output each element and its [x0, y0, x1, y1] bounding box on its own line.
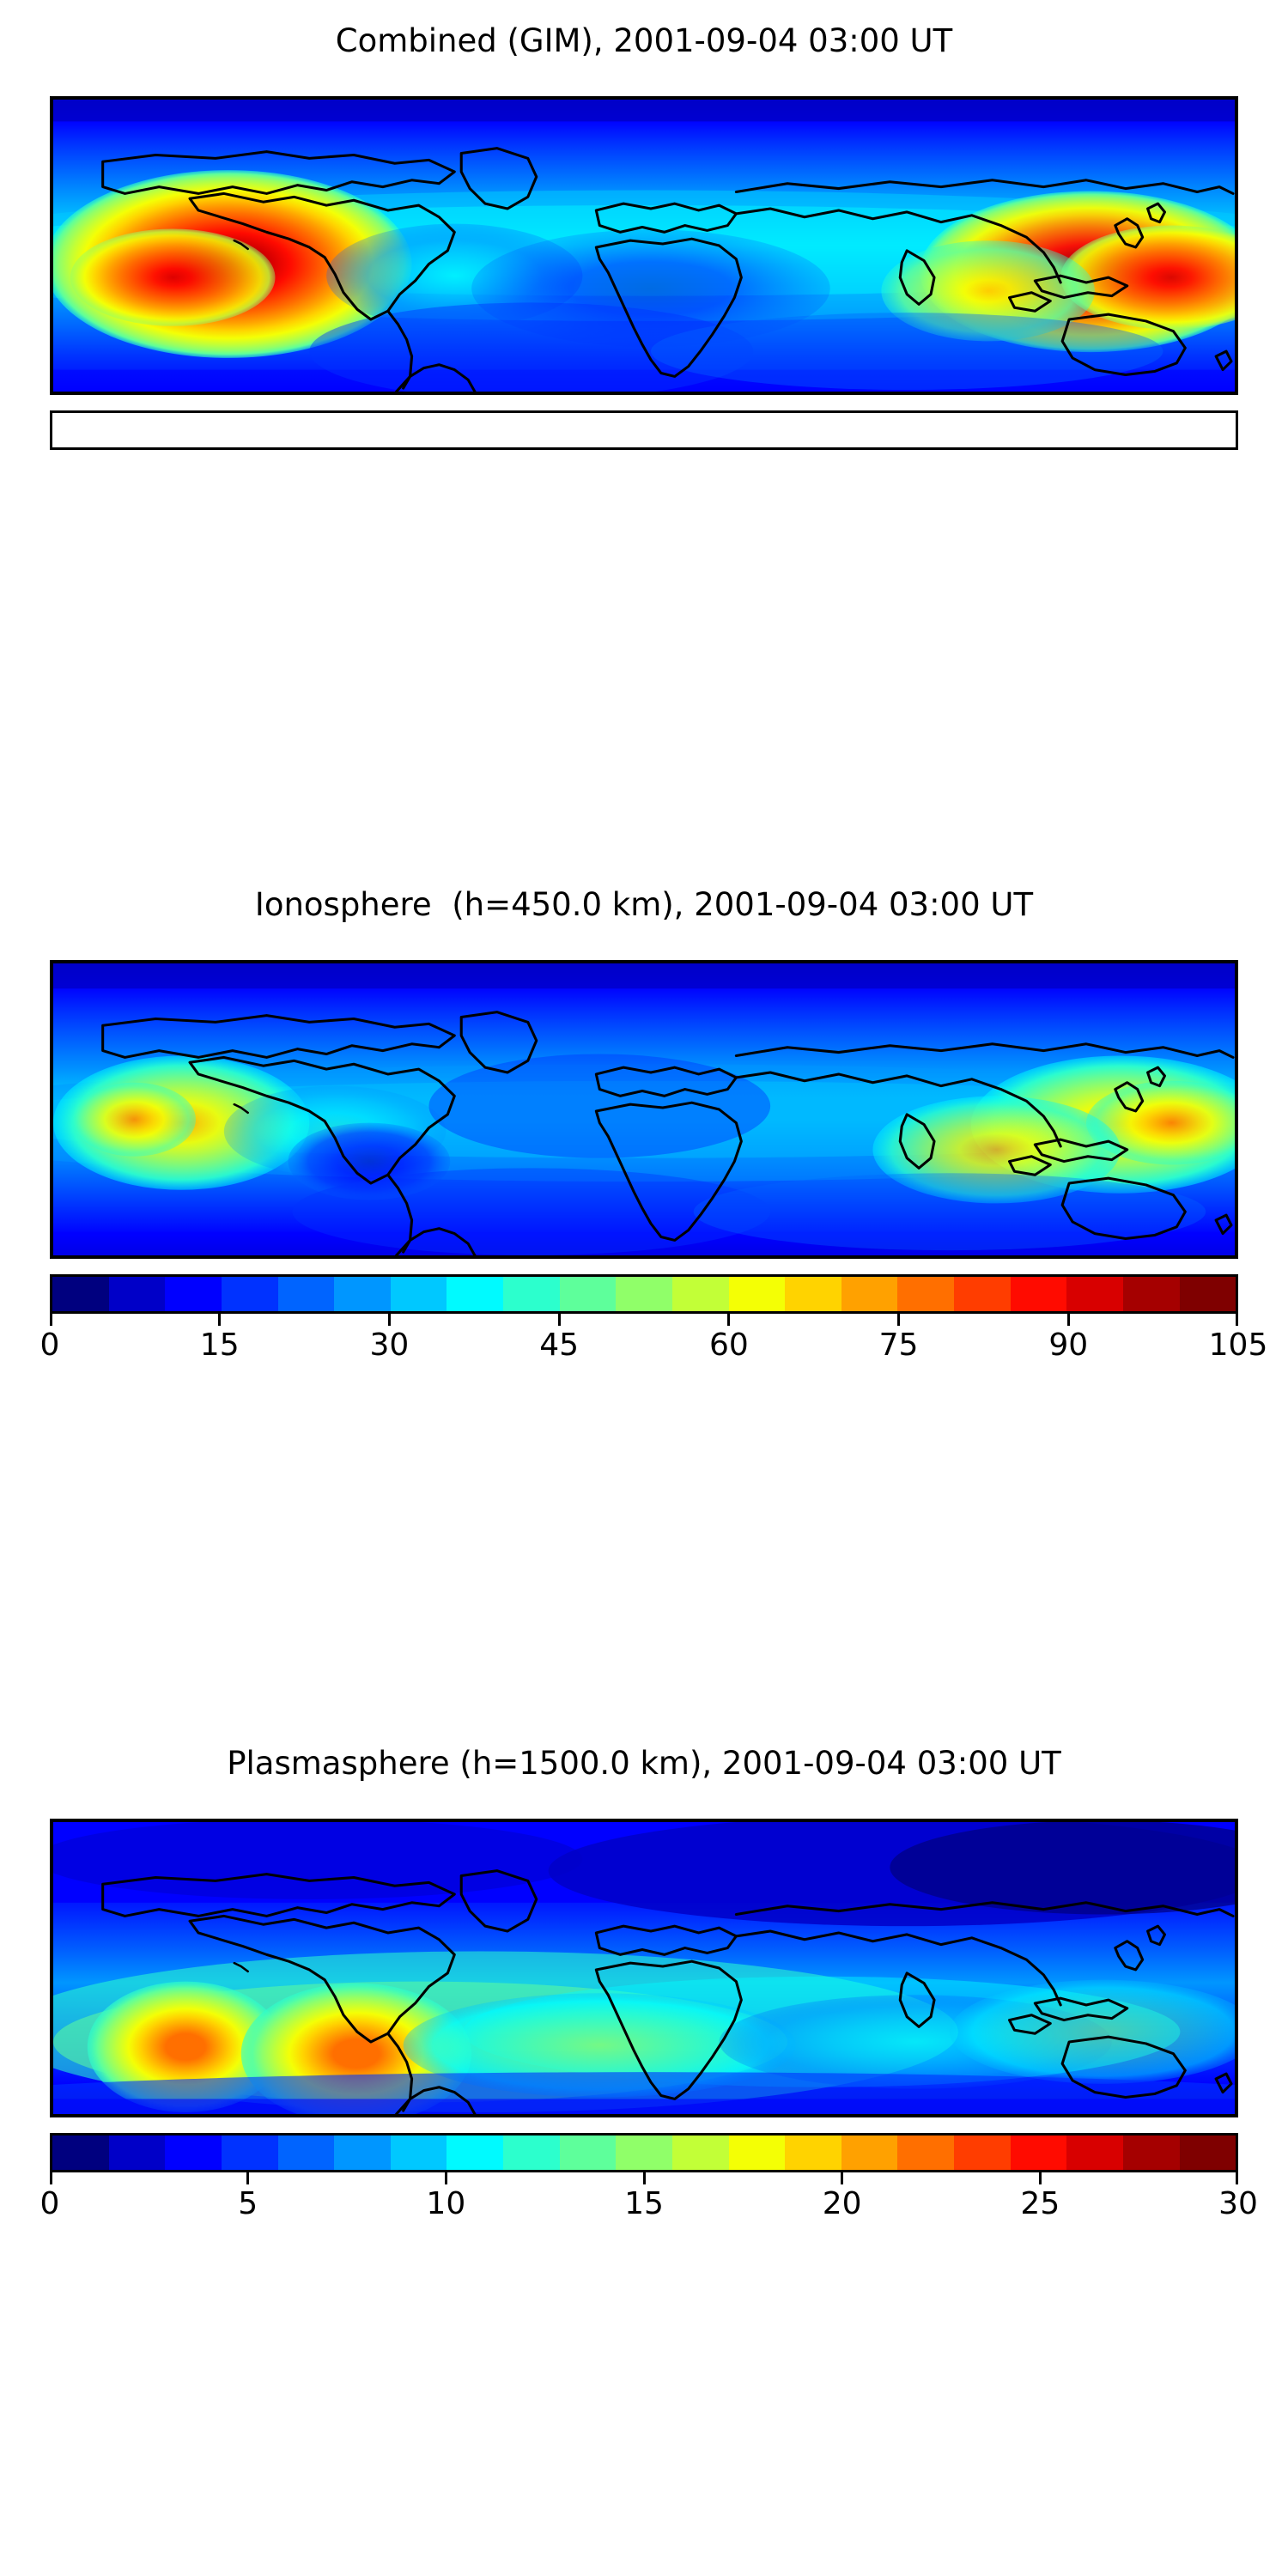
colorbar-ionosphere-labels: 0 15 30 45 60 75 90 105 [40, 1327, 1268, 1367]
colorbar-segment [1122, 2136, 1180, 2170]
colorbar-tick [841, 2172, 844, 2184]
colorbar-segment [503, 2136, 560, 2170]
colorbar-segment [1010, 1277, 1067, 1311]
colorbar-tick-label: 5 [238, 2186, 258, 2221]
colorbar-ionosphere: 0 15 30 45 60 75 90 105 [40, 1274, 1268, 1367]
colorbar-segment [841, 2136, 898, 2170]
colorbar-segment [559, 2136, 617, 2170]
colorbar-segment [1066, 1277, 1123, 1311]
colorbar-segment [334, 2136, 391, 2170]
colorbar-segment [52, 1277, 109, 1311]
panel-title-plasmasphere: Plasmasphere (h=1500.0 km), 2001-09-04 0… [227, 1745, 1061, 1782]
colorbar-plasmasphere-gradient [50, 2133, 1238, 2172]
colorbar-ionosphere-ticks [50, 1314, 1238, 1327]
colorbar-tick-label: 15 [624, 2186, 664, 2221]
map-ionosphere [50, 960, 1238, 1259]
colorbar-tick-label: 30 [1218, 2186, 1258, 2221]
colorbar-segment [671, 2136, 729, 2170]
colorbar-tick [897, 1314, 901, 1326]
colorbar-segment [447, 1277, 503, 1311]
colorbar-segment [334, 1277, 391, 1311]
colorbar-segment [277, 1277, 335, 1311]
map-plasmasphere [50, 1819, 1238, 2117]
colorbar-segment [108, 2136, 166, 2170]
colorbar-segment [277, 2136, 335, 2170]
colorbar-segment [728, 2136, 786, 2170]
colorbar-combined-gradient [50, 410, 1238, 450]
colorbar-plasmasphere-labels: 0 5 10 15 20 25 30 [40, 2186, 1258, 2226]
colorbar-tick [642, 2172, 646, 2184]
panel-title-ionosphere: Ionosphere (h=450.0 km), 2001-09-04 03:0… [254, 886, 1034, 923]
colorbar-tick [50, 2172, 52, 2184]
colorbar-segment [390, 1277, 447, 1311]
colorbar-segment [221, 1277, 278, 1311]
colorbar-tick-label: 60 [708, 1327, 749, 1363]
colorbar-combined-labels [50, 464, 1238, 503]
colorbar-segment [897, 2136, 954, 2170]
map-combined-gim [50, 96, 1238, 395]
colorbar-tick [387, 1314, 391, 1326]
colorbar-plasmasphere: 0 5 10 15 20 25 30 [40, 2133, 1258, 2226]
colorbar-segment [52, 2136, 109, 2170]
colorbar-tick [444, 2172, 447, 2184]
colorbar-segment [954, 1277, 1011, 1311]
colorbar-segment [1010, 2136, 1067, 2170]
panel-title-combined: Combined (GIM), 2001-09-04 03:00 UT [335, 22, 953, 59]
colorbar-tick [1236, 2172, 1238, 2184]
colorbar-segment [616, 1277, 672, 1311]
colorbar-tick [1066, 1314, 1070, 1326]
map-field-ionosphere [53, 963, 1235, 1255]
colorbar-tick-label: 15 [199, 1327, 240, 1363]
colorbar-tick-label: 20 [822, 2186, 862, 2221]
colorbar-tick [50, 1314, 52, 1326]
colorbar-tick-label: 75 [878, 1327, 919, 1363]
colorbar-segment [1122, 1277, 1180, 1311]
colorbar-tick [557, 1314, 561, 1326]
map-field-plasmasphere [53, 1822, 1235, 2114]
colorbar-segment [165, 2136, 222, 2170]
colorbar-segment [785, 2136, 841, 2170]
colorbar-segment [785, 1277, 841, 1311]
colorbar-tick-label: 0 [39, 1327, 60, 1363]
colorbar-tick-label: 30 [369, 1327, 410, 1363]
colorbar-segment [108, 1277, 166, 1311]
colorbar-combined-ticks [50, 450, 1238, 464]
colorbar-combined [50, 410, 1238, 503]
colorbar-segment [503, 1277, 560, 1311]
colorbar-tick-label: 25 [1020, 2186, 1060, 2221]
colorbar-segment [390, 2136, 447, 2170]
colorbar-tick [246, 2172, 250, 2184]
colorbar-tick [218, 1314, 222, 1326]
colorbar-segment [841, 1277, 898, 1311]
colorbar-segment [165, 1277, 222, 1311]
colorbar-plasmasphere-ticks [50, 2172, 1238, 2186]
colorbar-tick-label: 105 [1208, 1327, 1268, 1363]
colorbar-segment [221, 2136, 278, 2170]
colorbar-segment [616, 2136, 672, 2170]
colorbar-segment [897, 1277, 954, 1311]
colorbar-segment [559, 1277, 617, 1311]
colorbar-tick [1038, 2172, 1042, 2184]
colorbar-tick-label: 0 [39, 2186, 60, 2221]
colorbar-segment [1179, 1277, 1236, 1311]
colorbar-ionosphere-gradient [50, 1274, 1238, 1314]
colorbar-tick [1236, 1314, 1238, 1326]
colorbar-tick-label: 10 [426, 2186, 466, 2221]
map-field-combined [53, 100, 1235, 392]
colorbar-segment [1066, 2136, 1123, 2170]
colorbar-segment [728, 1277, 786, 1311]
colorbar-segment [671, 1277, 729, 1311]
colorbar-segment [954, 2136, 1011, 2170]
colorbar-tick-label: 45 [539, 1327, 580, 1363]
colorbar-tick [727, 1314, 731, 1326]
colorbar-tick-label: 90 [1048, 1327, 1089, 1363]
colorbar-segment [447, 2136, 503, 2170]
colorbar-segment [1179, 2136, 1236, 2170]
